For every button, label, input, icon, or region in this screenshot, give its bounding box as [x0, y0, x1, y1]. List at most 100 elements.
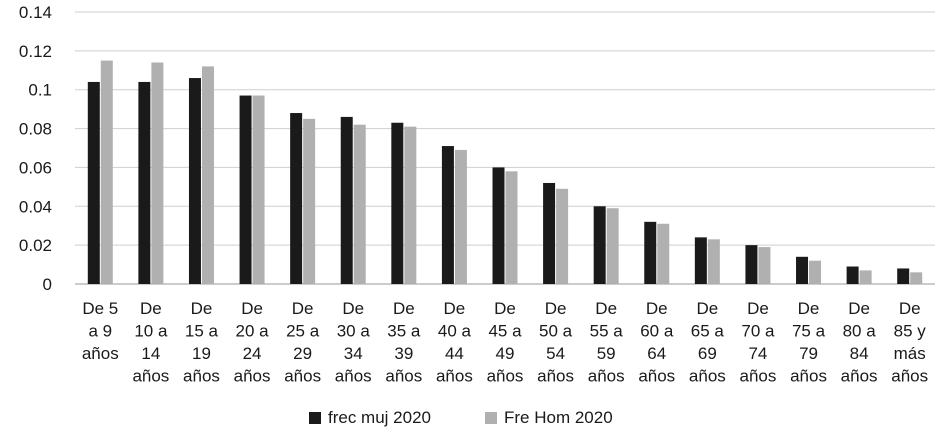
- x-tick-label: De: [646, 299, 668, 318]
- x-tick-label: 20 a: [236, 322, 270, 341]
- bar-fre-hom: [859, 270, 872, 284]
- bar-fre-hom: [100, 60, 113, 285]
- x-tick-label: De: [798, 299, 820, 318]
- x-tick-label: De: [393, 299, 415, 318]
- x-tick-label: años: [588, 367, 625, 386]
- bar-fre-hom: [758, 247, 771, 284]
- x-tick-label: De: [595, 299, 617, 318]
- x-tick-label: De: [545, 299, 567, 318]
- x-tick-label: De: [848, 299, 870, 318]
- x-tick-label: años: [740, 367, 777, 386]
- x-tick-label: De: [292, 299, 314, 318]
- x-tick-label: 39: [394, 344, 413, 363]
- bar-fre-hom: [353, 124, 366, 284]
- bar-frec-muj: [290, 113, 303, 285]
- x-tick-label: 10 a: [134, 322, 168, 341]
- x-tick-label: años: [487, 367, 524, 386]
- bar-fre-hom: [556, 188, 569, 284]
- y-tick-label: 0: [43, 275, 52, 294]
- bar-fre-hom: [303, 118, 316, 284]
- y-tick-label: 0.14: [19, 3, 52, 22]
- bar-fre-hom: [404, 126, 417, 284]
- x-tick-label: a 9: [88, 322, 112, 341]
- bar-frec-muj: [188, 78, 201, 284]
- x-tick-label: 84: [850, 344, 869, 363]
- bar-frec-muj: [492, 167, 505, 284]
- legend-swatch-frec-muj: [309, 412, 321, 424]
- x-tick-label: 19: [192, 344, 211, 363]
- y-axis-ticks: 0 0.02 0.04 0.06 0.08 0.1 0.12 0.14: [19, 3, 52, 294]
- bar-frec-muj: [593, 206, 606, 284]
- x-tick-label: 29: [293, 344, 312, 363]
- x-tick-label: De 5: [82, 299, 118, 318]
- bar-fre-hom: [454, 149, 467, 284]
- x-tick-label: 35 a: [387, 322, 421, 341]
- x-tick-label: 49: [496, 344, 515, 363]
- x-tick-label: 54: [546, 344, 565, 363]
- x-tick-label: De: [494, 299, 516, 318]
- x-tick-label: años: [335, 367, 372, 386]
- x-tick-label: años: [82, 344, 119, 363]
- x-tick-label: 30 a: [337, 322, 371, 341]
- legend: frec muj 2020 Fre Hom 2020: [309, 408, 613, 427]
- x-tick-label: De: [191, 299, 213, 318]
- bar-frec-muj: [897, 268, 910, 284]
- bar-fre-hom: [505, 171, 518, 284]
- y-tick-label: 0.12: [19, 42, 52, 61]
- x-tick-label: 44: [445, 344, 464, 363]
- x-tick-label: De: [899, 299, 921, 318]
- bar-frec-muj: [543, 182, 556, 284]
- y-tick-label: 0.1: [28, 81, 52, 100]
- bar-fre-hom: [606, 208, 619, 284]
- bar-frec-muj: [441, 146, 454, 284]
- bar-frec-muj: [340, 116, 353, 285]
- bar-fre-hom: [201, 66, 214, 285]
- y-tick-label: 0.04: [19, 197, 52, 216]
- x-tick-label: 85 y: [894, 322, 927, 341]
- x-tick-label: De: [747, 299, 769, 318]
- x-tick-label: 24: [243, 344, 262, 363]
- y-tick-label: 0.08: [19, 120, 52, 139]
- x-tick-label: años: [537, 367, 574, 386]
- x-tick-label: años: [638, 367, 675, 386]
- x-tick-label: 75 a: [792, 322, 826, 341]
- x-tick-label: De: [444, 299, 466, 318]
- bar-fre-hom: [809, 260, 822, 284]
- bar-fre-hom: [910, 272, 923, 284]
- x-tick-label: 15 a: [185, 322, 219, 341]
- bars: [87, 60, 923, 285]
- x-tick-label: años: [436, 367, 473, 386]
- bar-fre-hom: [707, 239, 720, 284]
- x-tick-label: 40 a: [438, 322, 472, 341]
- bar-frec-muj: [745, 245, 758, 284]
- x-tick-label: De: [342, 299, 364, 318]
- x-tick-label: 50 a: [539, 322, 573, 341]
- x-tick-label: 69: [698, 344, 717, 363]
- bar-frec-muj: [694, 237, 707, 284]
- bar-frec-muj: [239, 95, 252, 285]
- gridlines: [75, 11, 935, 285]
- legend-label-fre-hom: Fre Hom 2020: [504, 408, 613, 427]
- legend-swatch-fre-hom: [485, 412, 497, 424]
- x-tick-label: 80 a: [843, 322, 877, 341]
- x-tick-label: 64: [647, 344, 666, 363]
- x-tick-label: 45 a: [488, 322, 522, 341]
- x-tick-label: más: [894, 344, 926, 363]
- x-axis-labels: De 5 a 9 años De 10 a 14 años De 15 a 19 años De 20 …: [82, 299, 928, 386]
- x-tick-label: 79: [799, 344, 818, 363]
- bar-fre-hom: [151, 62, 164, 285]
- bar-frec-muj: [391, 122, 404, 284]
- bar-frec-muj: [87, 81, 100, 284]
- y-tick-label: 0.02: [19, 236, 52, 255]
- x-tick-label: De: [140, 299, 162, 318]
- x-tick-label: De: [241, 299, 263, 318]
- legend-label-frec-muj: frec muj 2020: [328, 408, 431, 427]
- x-tick-label: años: [234, 367, 271, 386]
- x-tick-label: 70 a: [741, 322, 775, 341]
- bar-fre-hom: [252, 95, 265, 285]
- x-tick-label: años: [132, 367, 169, 386]
- x-tick-label: años: [284, 367, 321, 386]
- x-tick-label: años: [891, 367, 928, 386]
- x-tick-label: años: [689, 367, 726, 386]
